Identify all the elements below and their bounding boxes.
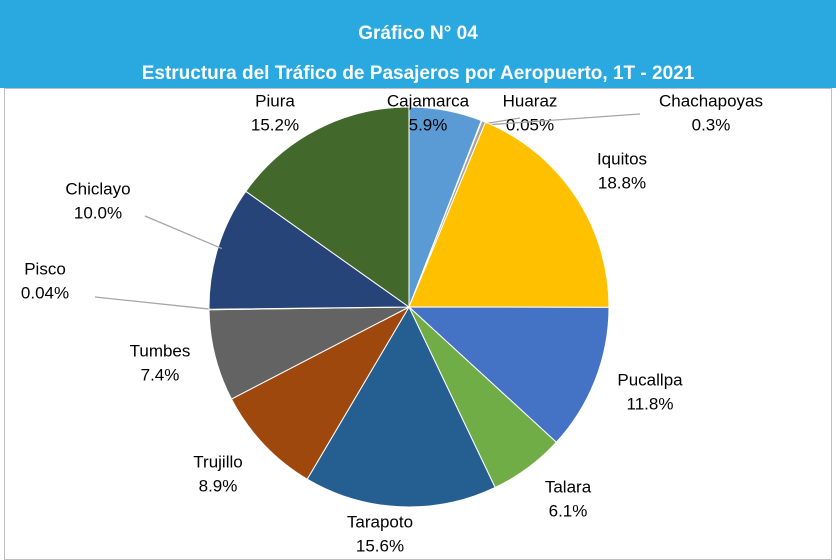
slice-value: 8.9% <box>199 476 238 495</box>
leader-line <box>482 113 641 126</box>
slice-label: Talara <box>545 477 592 496</box>
slice-value: 15.2% <box>251 115 299 134</box>
pie-slice <box>408 121 610 308</box>
slice-value: 11.8% <box>627 394 674 413</box>
slice-value: 6.1% <box>549 501 588 520</box>
pie-slice <box>306 305 496 508</box>
slice-value: 10.0% <box>74 203 122 222</box>
slice-value: 5.9% <box>409 115 448 134</box>
slice-value: 15.6% <box>356 536 404 555</box>
slice-label: Tumbes <box>130 341 191 360</box>
slice-label: Chachapoyas <box>659 91 763 110</box>
slice-label: Cajamarca <box>387 91 470 110</box>
leader-line <box>94 296 214 311</box>
leader-line <box>144 215 223 250</box>
slice-label: Chiclayo <box>65 179 130 198</box>
slice-value: 0.3% <box>692 115 731 134</box>
slice-label: Iquitos <box>597 149 647 168</box>
slice-value: 7.4% <box>141 365 180 384</box>
pie-slice <box>407 306 610 443</box>
chart-title: Gráfico N° 04 <box>358 23 478 44</box>
slice-label: Trujillo <box>193 452 242 471</box>
header-band <box>0 0 836 88</box>
slice-value: 0.05% <box>506 115 554 134</box>
pie-slice <box>230 305 411 480</box>
pie-slice <box>245 106 410 308</box>
slice-value: 0.04% <box>21 283 69 302</box>
slice-label: Tarapoto <box>347 512 413 531</box>
chart-subtitle: Estructura del Tráfico de Pasajeros por … <box>142 63 695 84</box>
slice-label: Pucallpa <box>617 370 683 389</box>
slice-label: Piura <box>255 91 295 110</box>
slice-label: Huaraz <box>503 91 558 110</box>
slice-label: Pisco <box>24 259 66 278</box>
slice-value: 18.8% <box>598 173 646 192</box>
